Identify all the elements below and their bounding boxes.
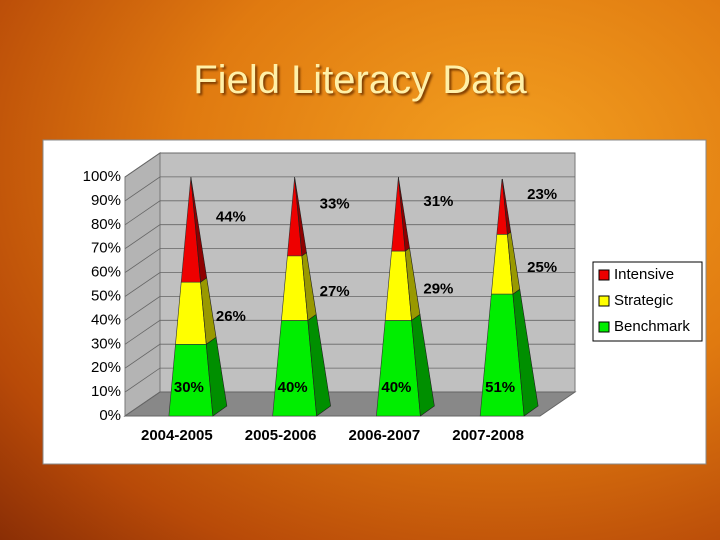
value-label: 51%	[485, 379, 515, 396]
pyramid-segment	[180, 176, 208, 283]
pyramid-segment	[391, 176, 410, 252]
legend-label: Intensive	[614, 266, 674, 283]
y-tick-label: 80%	[91, 216, 121, 233]
y-tick-label: 30%	[91, 335, 121, 352]
legend-box	[592, 261, 703, 342]
legend-label: Benchmark	[614, 318, 690, 335]
pyramid-segment	[496, 178, 512, 235]
value-label: 44%	[216, 209, 246, 226]
grid-line	[124, 343, 575, 369]
grid-line	[124, 367, 575, 393]
value-label: 29%	[423, 281, 453, 298]
pyramid-segment	[491, 231, 521, 295]
pyramid-segment	[479, 288, 539, 417]
legend-swatch	[598, 321, 610, 333]
y-tick-label: 60%	[91, 264, 121, 281]
grid-line	[124, 200, 575, 226]
value-label: 33%	[320, 195, 350, 212]
slide-title: Field Literacy Data	[193, 58, 527, 102]
segment-side	[502, 178, 512, 235]
value-label: 23%	[527, 186, 557, 203]
x-tick-label: 2004-2005	[141, 427, 213, 444]
y-tick-label: 100%	[83, 168, 121, 185]
x-tick-label: 2005-2006	[245, 427, 317, 444]
y-tick-label: 40%	[91, 311, 121, 328]
segment-side	[294, 176, 307, 257]
grid-line	[124, 152, 575, 178]
grid-line	[124, 224, 575, 250]
legend-swatch	[598, 295, 610, 307]
y-tick-label: 90%	[91, 192, 121, 209]
grid-line	[124, 176, 575, 202]
y-tick-label: 10%	[91, 383, 121, 400]
grid-line	[124, 295, 575, 321]
pyramid-segment	[384, 247, 421, 321]
value-label: 26%	[216, 308, 246, 325]
segment-side	[190, 176, 208, 283]
value-label: 31%	[423, 193, 453, 210]
grid-line	[124, 391, 575, 417]
pyramid-segment	[175, 277, 217, 345]
pyramid-segment	[376, 313, 435, 417]
y-tick-label: 20%	[91, 359, 121, 376]
value-label: 40%	[278, 379, 308, 396]
grid-line	[124, 248, 575, 273]
x-tick-label: 2007-2008	[452, 427, 524, 444]
y-tick-label: 70%	[91, 240, 121, 257]
value-label: 40%	[381, 379, 411, 396]
segment-side	[398, 176, 410, 252]
legend-label: Strategic	[614, 292, 674, 309]
legend-swatch	[598, 269, 610, 281]
y-tick-label: 50%	[91, 287, 121, 304]
grid-line	[124, 319, 575, 345]
x-tick-label: 2006-2007	[349, 427, 421, 444]
y-tick-label: 0%	[99, 407, 121, 424]
pyramid-segment	[287, 176, 307, 257]
grid-line	[124, 272, 575, 297]
value-label: 27%	[320, 283, 350, 300]
value-label: 25%	[527, 259, 557, 276]
pyramid-segment	[168, 336, 228, 417]
value-label: 30%	[174, 379, 204, 396]
